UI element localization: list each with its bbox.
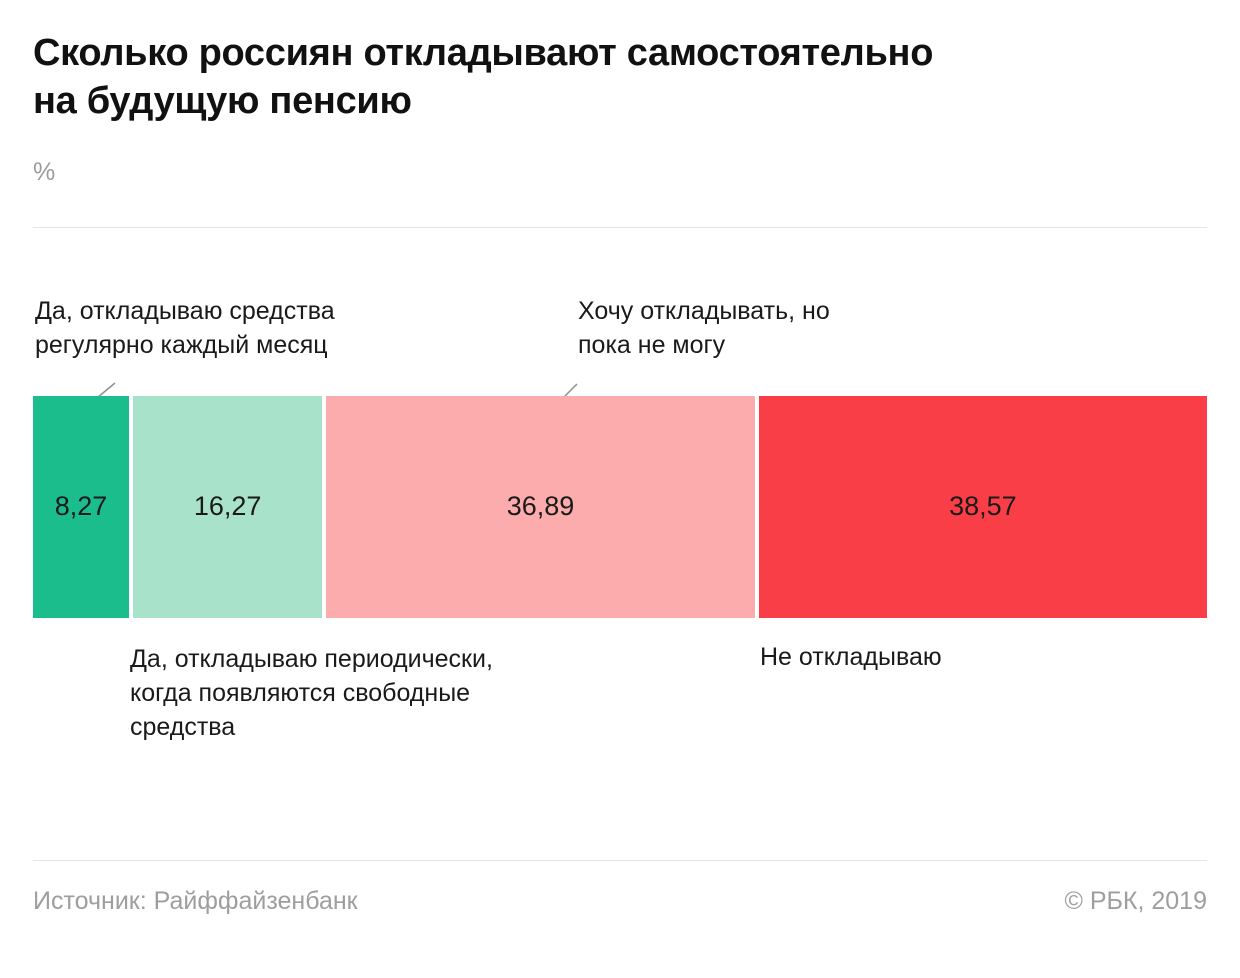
page-title: Сколько россиян откладывают самостоятель… [33, 30, 1207, 126]
segment-value-periodic: 16,27 [193, 491, 262, 522]
title-line-2: на будущую пенсию [33, 79, 412, 122]
unit-label: % [33, 157, 56, 186]
bar-segment-none: 38,57 [758, 395, 1207, 618]
bar-segment-periodic: 16,27 [133, 395, 323, 618]
bar-segment-regular: 8,27 [33, 395, 130, 618]
source-label: Источник: Райффайзенбанк [33, 886, 358, 915]
segment-value-none: 38,57 [949, 491, 1017, 522]
segment-label-want: Хочу откладывать, но пока не могу [578, 296, 830, 359]
segment-label-none: Не откладываю [760, 642, 942, 671]
segment-value-regular: 8,27 [54, 491, 108, 522]
footer: Источник: Райффайзенбанк © РБК, 2019 [33, 887, 1207, 916]
copyright-label: © РБК, 2019 [1064, 886, 1207, 915]
bottom-divider [33, 859, 1207, 861]
title-line-1: Сколько россиян откладывают самостоятель… [33, 32, 934, 74]
segment-label-periodic: Да, откладываю периодически, когда появл… [130, 644, 493, 741]
segment-value-want: 36,89 [506, 491, 575, 522]
segment-label-regular: Да, откладываю средства регулярно каждый… [35, 296, 335, 359]
stacked-bar: 8,27 16,27 36,89 38,57 [33, 395, 1207, 618]
stacked-bar-chart: Да, откладываю средства регулярно каждый… [33, 228, 1207, 798]
bar-segment-want: 36,89 [326, 395, 755, 618]
top-divider [33, 226, 1207, 228]
